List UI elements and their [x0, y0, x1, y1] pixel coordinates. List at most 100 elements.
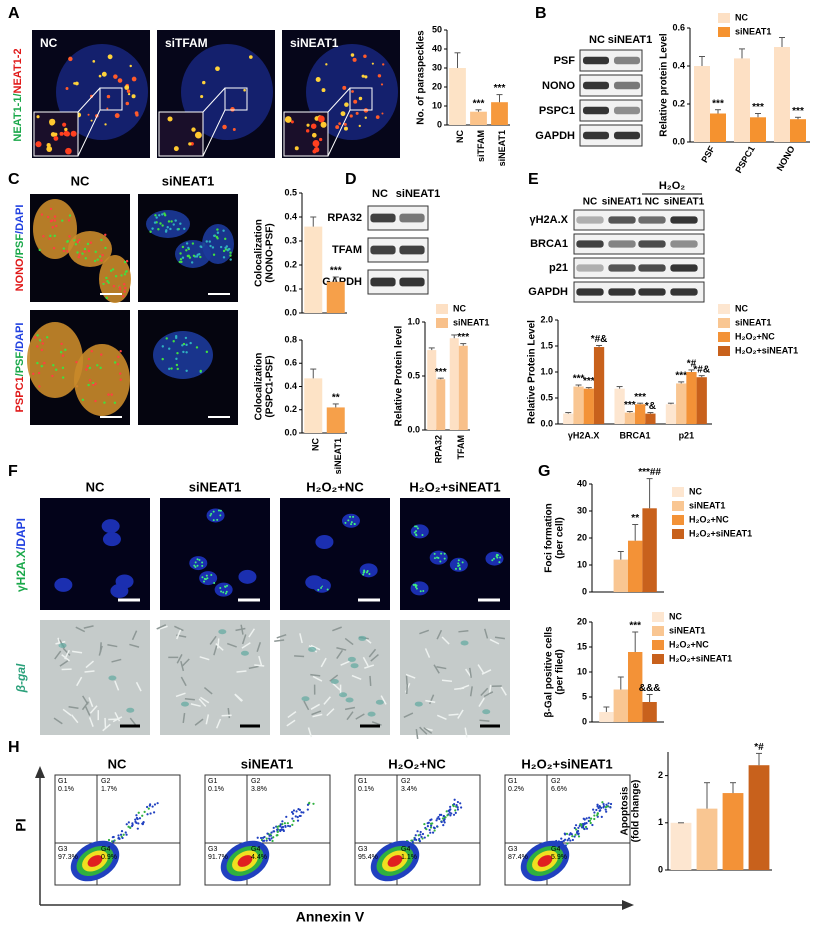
gate-percent: 97.3% — [58, 854, 78, 861]
stain-part: NEAT1-1/ — [12, 93, 24, 141]
event — [299, 815, 301, 817]
image-title: H₂O₂+siNEAT1 — [409, 479, 500, 494]
speckle — [107, 95, 110, 98]
speckle — [49, 235, 51, 237]
y-tick-label: 20 — [432, 81, 442, 91]
speckle — [351, 53, 355, 57]
event — [276, 834, 278, 836]
y-axis-title: (fold change) — [631, 780, 642, 843]
speckle — [41, 349, 43, 351]
focus — [201, 565, 203, 567]
event — [134, 821, 136, 823]
event — [260, 837, 262, 839]
stain-label: NONO/PSF/DAPI — [14, 205, 26, 292]
event — [603, 805, 605, 807]
speckle — [378, 74, 381, 77]
row-label: PSPC1 — [539, 105, 575, 117]
speckle — [249, 55, 253, 59]
event — [571, 835, 573, 837]
bar — [750, 117, 766, 142]
nucleus — [411, 581, 429, 595]
speckle — [191, 127, 195, 131]
speckle — [363, 55, 367, 59]
cell — [370, 676, 371, 686]
event — [154, 803, 156, 805]
event — [595, 809, 597, 811]
band — [576, 288, 603, 295]
speckle — [89, 367, 91, 369]
speckle — [108, 54, 113, 59]
focus — [327, 588, 329, 590]
nucleus — [153, 331, 213, 379]
y-tick-label: 10 — [432, 100, 442, 110]
significance: *** — [583, 376, 595, 387]
bar — [599, 712, 613, 722]
stain — [346, 698, 354, 703]
event — [568, 833, 570, 835]
focus — [206, 575, 208, 577]
event — [583, 818, 585, 820]
speckle — [124, 261, 126, 263]
speckle — [154, 214, 156, 216]
bar — [614, 690, 628, 723]
event — [287, 825, 289, 827]
speckle — [118, 78, 123, 83]
speckle — [111, 393, 113, 395]
event — [457, 801, 459, 803]
focus — [349, 516, 351, 518]
focus — [197, 565, 199, 567]
event — [602, 803, 604, 805]
gate-percent: 0.2% — [508, 786, 524, 793]
cell — [406, 674, 407, 684]
event — [142, 822, 144, 824]
event — [414, 837, 416, 839]
event — [428, 822, 430, 824]
stain — [415, 702, 423, 707]
legend-label: NC — [735, 12, 748, 22]
speckle — [183, 228, 185, 230]
bar — [491, 102, 508, 125]
event — [590, 818, 592, 820]
gate-percent: 3.8% — [251, 786, 267, 793]
lane-label: NC — [372, 188, 388, 200]
stain-label: β-gal — [14, 663, 28, 693]
speckle — [128, 93, 130, 95]
speckle — [41, 365, 43, 367]
event — [455, 812, 457, 814]
speckle — [124, 85, 129, 90]
event — [596, 814, 598, 816]
event — [605, 811, 607, 813]
speckle — [213, 235, 215, 237]
speckle — [179, 223, 181, 225]
speckle — [224, 247, 226, 249]
speckle — [185, 337, 187, 339]
nucleus — [305, 575, 323, 589]
speckle — [216, 237, 218, 239]
speckle — [53, 247, 55, 249]
event — [454, 799, 456, 801]
nucleus — [238, 570, 256, 584]
row-label: GAPDH — [535, 130, 575, 142]
event — [561, 841, 563, 843]
event — [605, 808, 607, 810]
gate-label: G1 — [208, 778, 217, 785]
event — [149, 803, 151, 805]
event — [599, 810, 601, 812]
focus — [195, 561, 197, 563]
speckle — [156, 216, 158, 218]
legend-swatch — [672, 529, 684, 539]
focus — [420, 590, 422, 592]
gate-percent: 1.7% — [101, 786, 117, 793]
legend-swatch — [718, 27, 730, 37]
stain-part: /PSF — [14, 352, 26, 377]
stain — [181, 702, 189, 707]
row-label: γH2A.X — [529, 214, 568, 226]
band — [576, 240, 603, 247]
speckle — [119, 372, 121, 374]
speckle — [125, 270, 127, 272]
band — [399, 246, 424, 255]
speckle — [38, 372, 40, 374]
lane-label: siNEAT1 — [608, 34, 652, 46]
speckle — [36, 362, 38, 364]
stain — [482, 709, 490, 714]
